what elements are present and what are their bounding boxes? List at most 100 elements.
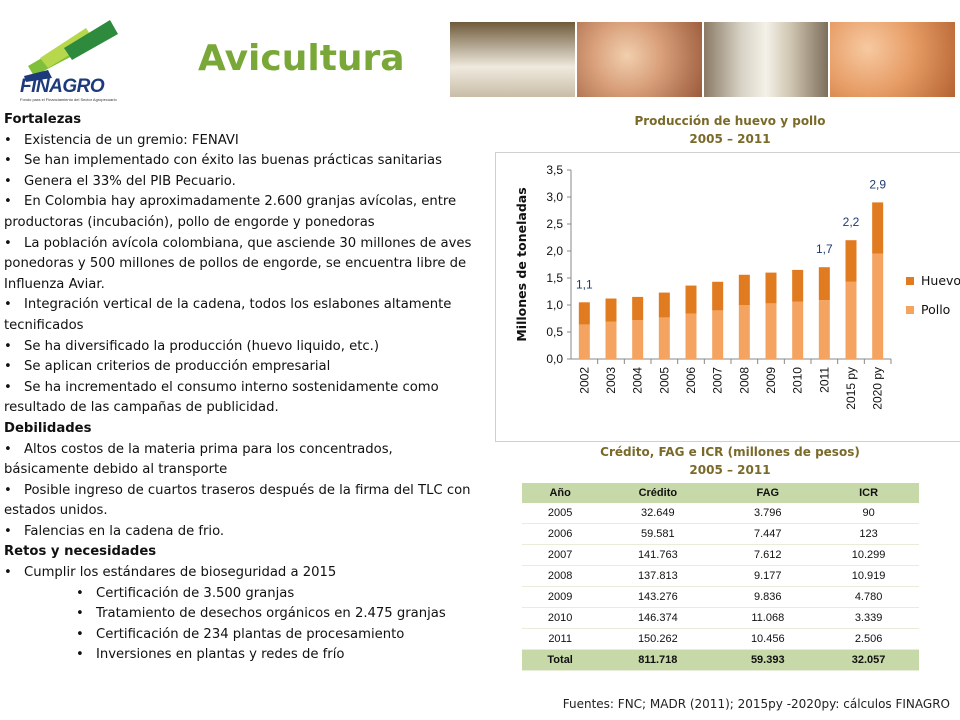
x-tick-label: 2010	[791, 367, 805, 394]
bullet-icon: •	[4, 359, 12, 375]
table-cell: 3.339	[818, 607, 919, 629]
y-tick-label: 0,5	[546, 325, 563, 339]
bullet-icon: •	[4, 194, 12, 210]
x-tick-label: 2015 py	[844, 367, 858, 410]
bar-pollo	[712, 310, 724, 359]
table-header-cell: Crédito	[598, 483, 718, 503]
x-tick-label: 2007	[711, 367, 725, 394]
x-tick-label: 2003	[604, 367, 618, 394]
table-cell: 2008	[522, 565, 599, 587]
table-cell: 146.374	[598, 607, 718, 629]
bar-pollo	[792, 301, 804, 359]
bar-huevo	[818, 267, 830, 301]
table-header-cell: FAG	[717, 483, 819, 503]
table-cell: 2.506	[818, 628, 919, 650]
table-cell: 10.456	[717, 628, 819, 650]
fortalezas-list: • Existencia de un gremio: FENAVI • Se han …	[4, 131, 474, 419]
table-cell: 2006	[522, 523, 599, 545]
bar-huevo	[605, 298, 617, 322]
table-row: 2005 32.649 3.796 90	[522, 503, 919, 524]
data-label: 2,9	[869, 177, 886, 191]
fortaleza-item-text: Se aplican criterios de producción empre…	[24, 359, 331, 375]
table-cell: 59.581	[598, 523, 718, 545]
hens-photo	[450, 22, 575, 97]
fortaleza-item: • Genera el 33% del PIB Pecuario.	[4, 172, 474, 193]
fortaleza-item: • Se ha incrementado el consumo interno s…	[4, 378, 474, 419]
finagro-logo	[18, 18, 130, 104]
x-tick-label: 2004	[631, 367, 645, 394]
eggs-photo	[830, 22, 955, 97]
debilidad-item-text: Falencias en la cadena de frio.	[24, 523, 225, 539]
table-header-cell: ICR	[818, 483, 919, 503]
bar-pollo	[632, 320, 644, 359]
table-row: 2011 150.262 10.456 2.506	[522, 628, 919, 650]
fortaleza-item: • Se han implementado con éxito las buena…	[4, 151, 474, 172]
bar-pollo	[765, 303, 777, 359]
x-tick-label: 2005	[657, 367, 671, 394]
table-cell: 3.796	[717, 503, 819, 524]
reto-subitem: • Tratamiento de desechos orgánicos en 2.…	[76, 604, 474, 625]
table-title-line1: Crédito, FAG e ICR (millones de pesos)	[600, 445, 860, 459]
table-cell: 150.262	[598, 628, 718, 650]
bar-huevo	[765, 272, 777, 304]
table-title-line2: 2005 – 2011	[689, 463, 771, 477]
y-tick-label: 2,0	[546, 244, 563, 258]
y-tick-label: 2,5	[546, 217, 563, 231]
table-cell: 90	[818, 503, 919, 524]
section-heading-fortalezas: Fortalezas	[4, 112, 82, 127]
y-tick-label: 1,0	[546, 298, 563, 312]
fortaleza-item-text: Se han implementado con éxito las buenas…	[24, 153, 442, 169]
reto-item-text: Cumplir los estándares de bioseguridad a…	[24, 565, 337, 581]
reto-subitem-text: Certificación de 3.500 granjas	[96, 585, 295, 601]
table-header-cell: Año	[522, 483, 599, 503]
data-label: 1,7	[816, 242, 833, 256]
x-tick-label: 2011	[817, 367, 831, 393]
bar-huevo	[658, 292, 670, 318]
bar-pollo	[818, 300, 830, 359]
legend-label-huevo: Huevo	[921, 273, 960, 288]
table-row: 2006 59.581 7.447 123	[522, 523, 919, 545]
table-cell: 137.813	[598, 565, 718, 587]
table-cell: 4.780	[818, 586, 919, 608]
fortaleza-item-text: Integración vertical de la cadena, todos…	[4, 297, 452, 333]
fortaleza-item-text: En Colombia hay aproximadamente 2.600 gr…	[4, 194, 457, 230]
debilidad-item-text: Posible ingreso de cuartos traseros desp…	[4, 482, 471, 519]
logo-wordmark: FINAGRO	[20, 76, 105, 97]
bullet-icon: •	[4, 441, 12, 457]
y-axis-label: Millones de toneladas	[514, 187, 529, 341]
legend-swatch-pollo	[906, 306, 914, 314]
fortaleza-item: • Se aplican criterios de producción empr…	[4, 357, 474, 378]
reto-subitem: • Certificación de 3.500 granjas	[76, 584, 474, 605]
reto-subitem: • Inversiones en plantas y redes de frío	[76, 645, 474, 666]
bar-pollo	[578, 324, 590, 359]
table-total-cell: Total	[522, 649, 599, 671]
chart-title-line2: 2005 – 2011	[689, 132, 771, 146]
fortaleza-item: • Existencia de un gremio: FENAVI	[4, 131, 474, 152]
bar-huevo	[738, 274, 750, 305]
x-tick-label: 2008	[737, 367, 751, 394]
bullet-icon: •	[4, 523, 12, 539]
bullet-icon: •	[4, 338, 12, 354]
fortaleza-item: • En Colombia hay aproximadamente 2.600 g…	[4, 192, 474, 233]
y-tick-label: 3,0	[546, 190, 563, 204]
bullet-icon: •	[76, 585, 84, 601]
table-cell: 10.919	[818, 565, 919, 587]
x-tick-label: 2020 py	[871, 367, 885, 410]
fortaleza-item-text: La población avícola colombiana, que asc…	[4, 235, 472, 292]
fortaleza-item-text: Se ha incrementado el consumo interno so…	[4, 379, 439, 416]
fortaleza-item-text: Existencia de un gremio: FENAVI	[24, 132, 239, 148]
reto-subitem-text: Tratamiento de desechos orgánicos en 2.4…	[96, 606, 446, 622]
photo-strip	[450, 22, 955, 97]
bar-huevo	[872, 202, 884, 254]
debilidad-item: • Falencias en la cadena de frio.	[4, 522, 474, 543]
fortaleza-item-text: Genera el 33% del PIB Pecuario.	[24, 173, 236, 189]
retos-sublist: • Certificación de 3.500 granjas • Tratamie…	[4, 584, 474, 666]
bullet-icon: •	[4, 379, 12, 395]
poultry-house-photo	[703, 22, 829, 97]
bar-pollo	[738, 305, 750, 359]
fortaleza-item: • Integración vertical de la cadena, todo…	[4, 295, 474, 336]
reto-subitem-text: Inversiones en plantas y redes de frío	[96, 647, 345, 663]
data-label: 2,2	[843, 215, 860, 229]
table-total-row: Total 811.718 59.393 32.057	[522, 649, 919, 671]
bullet-icon: •	[76, 626, 84, 642]
